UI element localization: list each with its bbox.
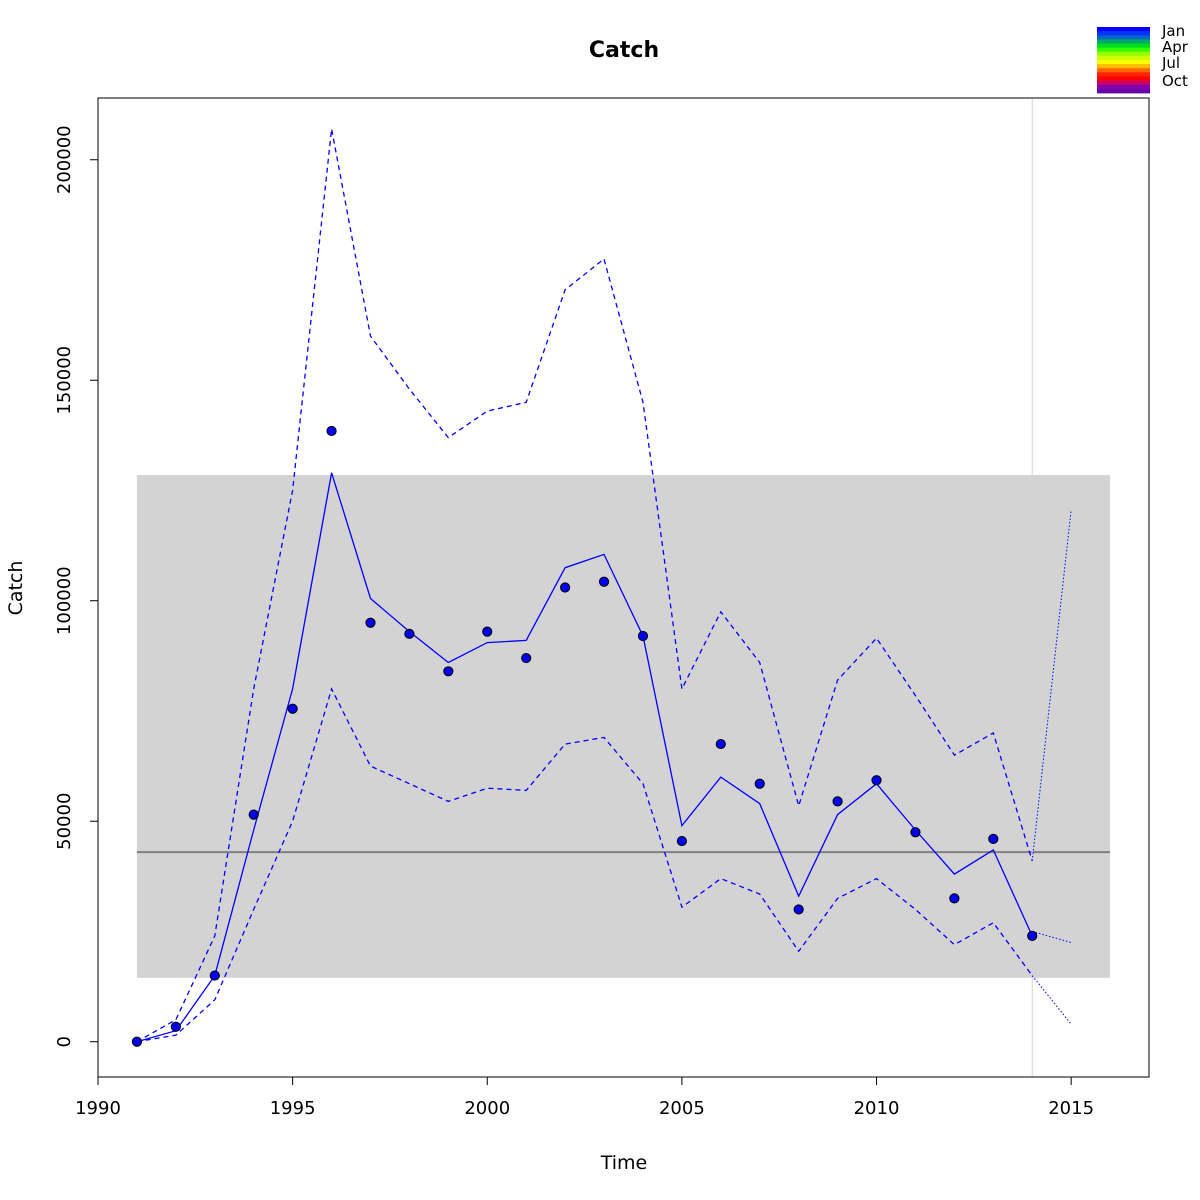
data-point xyxy=(209,970,220,981)
data-point xyxy=(365,617,376,628)
data-point xyxy=(754,778,765,789)
data-point xyxy=(404,628,415,639)
legend-swatch xyxy=(1097,51,1150,57)
legend-swatch xyxy=(1097,43,1150,49)
data-point xyxy=(598,576,610,587)
range-band-layer xyxy=(136,98,1111,1077)
chart-title: Catch xyxy=(589,38,659,63)
x-tick-label: 2010 xyxy=(854,1098,900,1119)
legend-swatch xyxy=(1097,27,1150,32)
legend-swatch xyxy=(1097,80,1150,86)
data-point xyxy=(637,630,649,642)
y-tick-label: 0 xyxy=(54,1036,75,1047)
series-line-forecast-upper xyxy=(1031,510,1072,861)
series-line-fitted xyxy=(136,472,1033,1043)
legend-label-jul: Jul xyxy=(1161,54,1180,72)
data-point xyxy=(521,652,532,664)
observed-points-layer xyxy=(131,425,1038,1047)
data-point xyxy=(326,425,337,437)
x-tick-label: 1990 xyxy=(75,1098,121,1119)
x-axis-title: Time xyxy=(600,1152,648,1174)
y-tick-label: 150000 xyxy=(54,346,75,415)
x-tick-label: 2000 xyxy=(464,1098,510,1119)
data-point xyxy=(988,833,999,844)
data-point xyxy=(676,835,687,847)
data-point xyxy=(170,1021,181,1032)
x-tick-label: 2015 xyxy=(1048,1098,1094,1119)
data-point xyxy=(832,796,843,807)
legend-swatch xyxy=(1097,64,1150,69)
data-point xyxy=(248,809,259,820)
month-legend: Jan Apr Jul Oct xyxy=(1097,22,1189,94)
legend-color-bar xyxy=(1097,27,1150,94)
y-tick-label: 50000 xyxy=(54,793,75,850)
series-layer xyxy=(136,128,1072,1043)
series-line-lower xyxy=(136,687,1033,1043)
legend-swatch xyxy=(1097,68,1150,73)
x-tick-label: 1995 xyxy=(270,1098,316,1119)
data-point xyxy=(287,703,298,714)
series-line-upper xyxy=(136,128,1033,1043)
data-point xyxy=(949,893,960,904)
legend-label-apr: Apr xyxy=(1162,38,1189,56)
data-point xyxy=(482,626,493,637)
y-tick-label: 200000 xyxy=(54,125,75,194)
legend-swatch xyxy=(1097,31,1150,36)
data-point xyxy=(560,582,571,593)
legend-swatch xyxy=(1097,60,1150,65)
legend-swatch xyxy=(1097,72,1150,77)
x-tick-label: 2005 xyxy=(659,1098,705,1119)
data-point xyxy=(715,738,726,750)
legend-swatch xyxy=(1097,35,1150,40)
series-line-forecast-lower xyxy=(1031,975,1072,1025)
legend-swatch xyxy=(1097,55,1150,61)
data-point xyxy=(871,775,882,786)
legend-label-jan: Jan xyxy=(1161,22,1185,40)
legend-label-oct: Oct xyxy=(1162,72,1188,90)
legend-swatch xyxy=(1097,39,1150,44)
y-tick-label: 100000 xyxy=(54,566,75,635)
data-point xyxy=(131,1036,143,1047)
legend-swatch xyxy=(1097,76,1150,82)
axes-layer: 1990 1995 2000 2005 2010 2015 0 50000 100000 1500… xyxy=(54,125,1094,1119)
data-point xyxy=(443,666,454,677)
legend-swatch xyxy=(1097,47,1150,53)
range-band xyxy=(136,475,1111,978)
data-point xyxy=(1027,930,1038,941)
y-axis-title: Catch xyxy=(5,561,27,616)
data-point xyxy=(910,827,921,838)
legend-swatch xyxy=(1097,84,1150,90)
data-point xyxy=(793,904,804,915)
legend-swatch xyxy=(1097,88,1150,94)
